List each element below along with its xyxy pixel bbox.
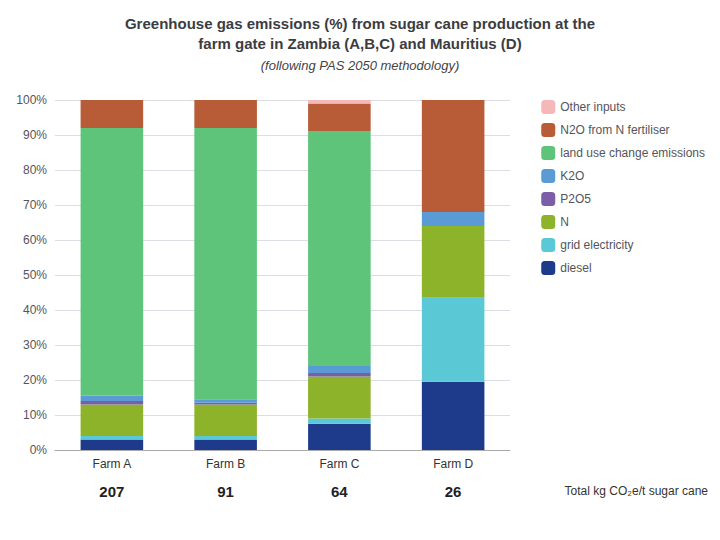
svg-text:0%: 0%: [30, 443, 48, 457]
svg-text:Farm A: Farm A: [93, 457, 132, 471]
svg-text:60%: 60%: [23, 233, 47, 247]
svg-text:91: 91: [217, 483, 234, 500]
svg-text:land use change emissions: land use change emissions: [560, 146, 705, 160]
svg-text:Total kg CO₂e/t sugar cane: Total kg CO₂e/t sugar cane: [565, 484, 709, 498]
svg-text:P2O5: P2O5: [560, 192, 591, 206]
svg-text:Farm B: Farm B: [206, 457, 245, 471]
svg-text:diesel: diesel: [560, 261, 591, 275]
svg-text:Other inputs: Other inputs: [560, 100, 625, 114]
svg-text:50%: 50%: [23, 268, 47, 282]
svg-text:80%: 80%: [23, 163, 47, 177]
svg-text:Farm C: Farm C: [319, 457, 359, 471]
svg-text:40%: 40%: [23, 303, 47, 317]
svg-text:10%: 10%: [23, 408, 47, 422]
svg-text:100%: 100%: [16, 93, 47, 107]
svg-text:30%: 30%: [23, 338, 47, 352]
svg-text:26: 26: [445, 483, 462, 500]
svg-text:K2O: K2O: [560, 169, 584, 183]
svg-text:207: 207: [99, 483, 124, 500]
svg-text:64: 64: [331, 483, 348, 500]
svg-text:90%: 90%: [23, 128, 47, 142]
svg-text:Greenhouse gas emissions (%) f: Greenhouse gas emissions (%) from sugar …: [125, 15, 595, 32]
svg-text:70%: 70%: [23, 198, 47, 212]
svg-text:(following PAS 2050 methodolog: (following PAS 2050 methodology): [261, 58, 460, 73]
svg-text:20%: 20%: [23, 373, 47, 387]
svg-text:N: N: [560, 215, 569, 229]
svg-text:farm gate in Zambia (A,B,C) an: farm gate in Zambia (A,B,C) and Mauritiu…: [198, 35, 521, 52]
svg-text:Farm D: Farm D: [433, 457, 473, 471]
svg-text:N2O from N fertiliser: N2O from N fertiliser: [560, 123, 669, 137]
svg-text:grid electricity: grid electricity: [560, 238, 633, 252]
